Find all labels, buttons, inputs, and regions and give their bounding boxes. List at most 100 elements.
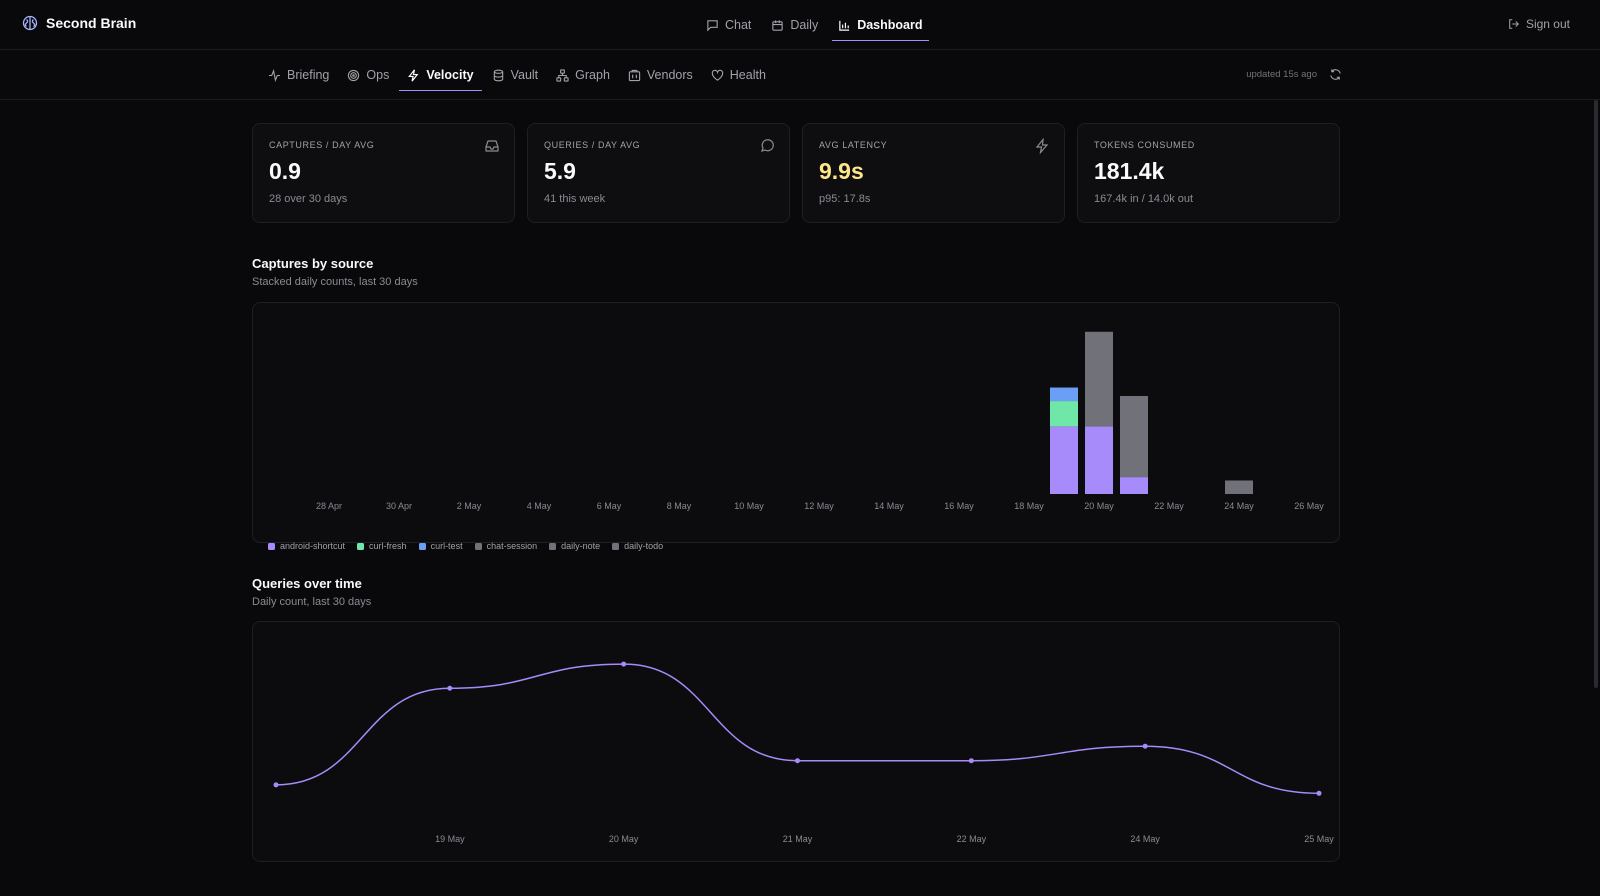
card-sub: 41 this week xyxy=(544,193,606,205)
queries-chart-panel: 19 May 20 May 21 May 22 May 24 May 25 May xyxy=(252,621,1340,862)
legend-label: daily-todo xyxy=(624,541,664,551)
sign-out-button[interactable]: Sign out xyxy=(1508,17,1570,31)
zap-icon xyxy=(408,69,419,81)
captures-subtitle: Stacked daily counts, last 30 days xyxy=(252,276,418,288)
data-point-18 May[interactable] xyxy=(273,782,279,788)
legend-swatch xyxy=(474,542,482,550)
series-line-queries xyxy=(275,663,1320,795)
bar-segment-chat-session[interactable] xyxy=(1085,331,1113,427)
tab-briefing[interactable]: Briefing xyxy=(262,62,335,88)
bar-segment-chat-session[interactable] xyxy=(1120,395,1148,478)
message-circle-icon xyxy=(761,139,774,152)
card-sub: p95: 17.8s xyxy=(819,193,871,205)
x-tick-label: 12 May xyxy=(804,501,834,511)
legend-label: android-shortcut xyxy=(280,541,346,551)
legend-swatch xyxy=(357,542,365,550)
bar-chart-icon xyxy=(839,20,850,31)
queries-title: Queries over time xyxy=(252,576,362,591)
x-tick-label: 21 May xyxy=(783,834,813,844)
x-tick-label: 20 May xyxy=(1084,501,1114,511)
legend-item-daily-note[interactable]: daily-note xyxy=(549,541,600,551)
tab-vault-label: Vault xyxy=(510,68,539,82)
x-tick-label: 2 May xyxy=(457,501,482,511)
x-tick-label: 6 May xyxy=(597,501,622,511)
inbox-icon xyxy=(485,140,499,152)
tab-ops-label: Ops xyxy=(366,68,390,82)
tab-velocity-label: Velocity xyxy=(426,68,474,82)
tab-velocity[interactable]: Velocity xyxy=(399,62,482,91)
card-value: 5.9 xyxy=(544,158,576,184)
topnav-chat[interactable]: Chat xyxy=(700,12,757,38)
data-point-21 May[interactable] xyxy=(795,758,800,764)
building-icon xyxy=(628,69,641,81)
topnav-dashboard[interactable]: Dashboard xyxy=(832,12,929,41)
tab-vendors[interactable]: Vendors xyxy=(622,62,699,88)
x-tick-label: 22 May xyxy=(957,834,987,844)
legend-item-curl-test[interactable]: curl-test xyxy=(418,541,463,551)
legend-item-chat-session[interactable]: chat-session xyxy=(474,541,538,551)
legend-label: curl-fresh xyxy=(369,541,407,551)
data-point-20 May[interactable] xyxy=(621,661,627,667)
tab-health[interactable]: Health xyxy=(705,62,772,88)
x-tick-label: 8 May xyxy=(667,501,692,511)
brand[interactable]: Second Brain xyxy=(22,15,136,31)
x-tick-label: 30 Apr xyxy=(386,501,412,511)
bar-segment-android-shortcut[interactable] xyxy=(1120,477,1148,494)
sign-out-label: Sign out xyxy=(1525,17,1570,31)
log-out-icon xyxy=(1509,19,1519,29)
x-tick-label: 24 May xyxy=(1224,501,1254,511)
data-point-24 May[interactable] xyxy=(1142,743,1148,749)
bar-segment-android-shortcut[interactable] xyxy=(1050,426,1078,494)
x-tick-label: 14 May xyxy=(874,501,904,511)
x-tick-label: 18 May xyxy=(1014,501,1044,511)
scrollbar[interactable] xyxy=(1592,100,1600,688)
tab-graph[interactable]: Graph xyxy=(550,62,616,88)
x-tick-label: 4 May xyxy=(527,501,552,511)
brain-icon xyxy=(22,15,38,31)
refresh-icon[interactable] xyxy=(1329,68,1342,81)
tab-vault[interactable]: Vault xyxy=(486,62,545,88)
top-nav: Chat Daily Dashboard xyxy=(700,12,929,41)
activity-icon xyxy=(268,68,281,82)
legend-item-android-shortcut[interactable]: android-shortcut xyxy=(268,541,345,551)
bar-segment-android-shortcut[interactable] xyxy=(1085,426,1113,494)
card-value: 9.9s xyxy=(819,158,864,184)
topnav-chat-label: Chat xyxy=(725,18,752,32)
bar-segment-chat-session[interactable] xyxy=(1225,480,1253,494)
topnav-daily[interactable]: Daily xyxy=(765,12,824,38)
data-point-19 May[interactable] xyxy=(447,685,453,691)
card-value: 0.9 xyxy=(269,158,301,184)
card-latency: AVG LATENCY 9.9s p95: 17.8s xyxy=(802,123,1065,223)
legend-label: daily-note xyxy=(561,541,601,551)
legend-swatch xyxy=(549,542,557,550)
bar-segment-curl-test[interactable] xyxy=(1050,387,1078,402)
scrollbar-thumb[interactable] xyxy=(1594,100,1598,688)
topnav-dashboard-label: Dashboard xyxy=(857,18,923,32)
x-tick-label: 20 May xyxy=(609,834,639,844)
x-tick-label: 16 May xyxy=(944,501,974,511)
sub-bar: Briefing Ops Velocity Vault Graph Vendor… xyxy=(0,50,1600,100)
sub-nav: Briefing Ops Velocity Vault Graph Vendor… xyxy=(262,62,772,91)
data-point-25 May[interactable] xyxy=(1316,790,1322,796)
captures-title: Captures by source xyxy=(252,256,374,271)
top-bar: Second Brain Chat Daily Dashboard Sign o… xyxy=(0,0,1600,50)
heart-icon xyxy=(711,69,723,81)
captures-bar-chart: 28 Apr 30 Apr 2 May 4 May 6 May 8 May 10 May 12… xyxy=(316,331,1324,511)
queries-subtitle: Daily count, last 30 days xyxy=(252,596,372,608)
legend-item-curl-fresh[interactable]: curl-fresh xyxy=(357,541,407,551)
legend-item-daily-todo[interactable]: daily-todo xyxy=(612,541,663,551)
x-tick-label: 19 May xyxy=(435,834,465,844)
x-tick-label: 25 May xyxy=(1304,834,1334,844)
bar-segment-curl-fresh[interactable] xyxy=(1050,401,1078,427)
topnav-daily-label: Daily xyxy=(790,18,819,32)
card-captures: CAPTURES / DAY AVG 0.9 28 over 30 days xyxy=(252,123,515,223)
card-sub: 28 over 30 days xyxy=(269,193,348,205)
x-tick-label: 28 Apr xyxy=(316,501,342,511)
tab-ops[interactable]: Ops xyxy=(341,62,395,88)
data-point-22 May[interactable] xyxy=(968,758,974,764)
x-tick-label: 22 May xyxy=(1154,501,1184,511)
x-tick-label: 26 May xyxy=(1294,501,1324,511)
calendar-icon xyxy=(772,19,784,31)
legend-label: chat-session xyxy=(486,541,538,551)
legend-label: curl-test xyxy=(430,541,463,551)
